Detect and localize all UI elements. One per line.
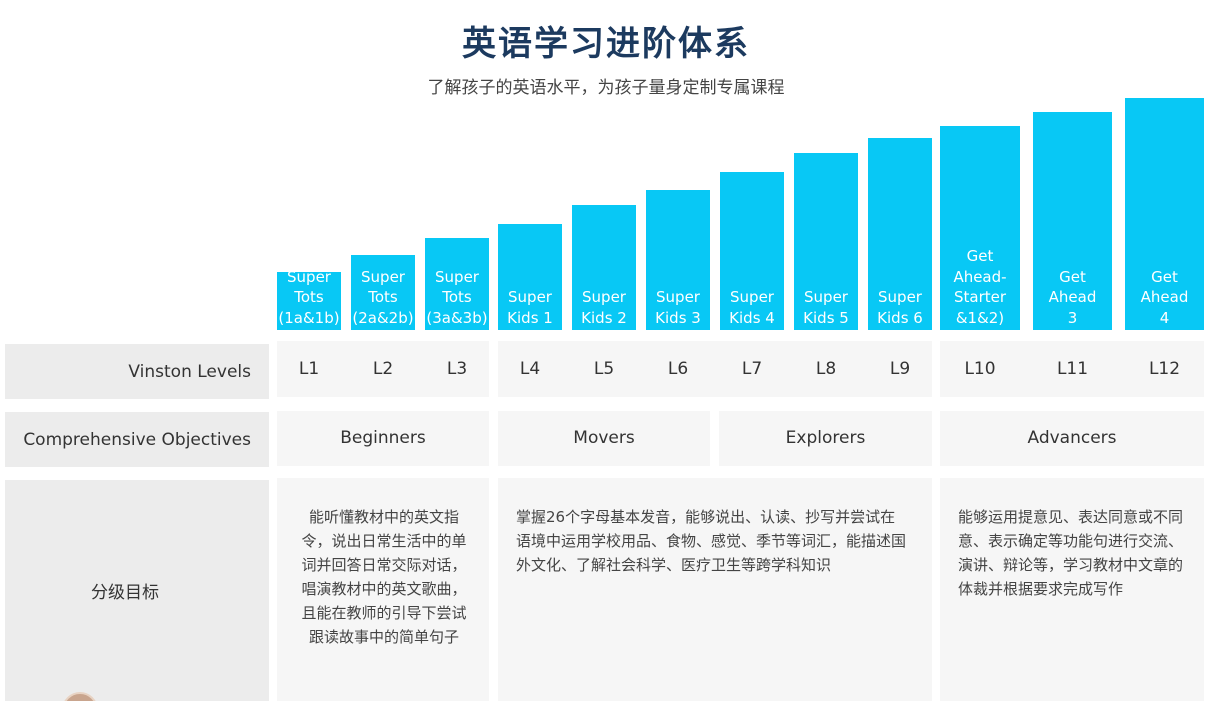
course-bar-label: Get Ahead 4: [1140, 267, 1189, 327]
course-bar-label: Get Ahead 3: [1048, 267, 1097, 327]
page-title: 英语学习进阶体系: [462, 24, 750, 64]
goal-cell-advancers: [940, 478, 1204, 701]
level-cell: L9: [889, 359, 911, 379]
course-bar-5[interactable]: Super Kids 2: [572, 205, 636, 330]
level-cell: L3: [446, 359, 468, 379]
objectives-row-label-text: Comprehensive Objectives: [23, 430, 251, 450]
levels-row-label-text: Vinston Levels: [128, 362, 251, 382]
goal-text-middle: 掌握26个字母基本发音，能够说出、认读、抄写并尝试在语境中运用学校用品、食物、感…: [516, 508, 907, 574]
goal-cell-middle: [498, 478, 932, 701]
course-bar-9[interactable]: Super Kids 6: [868, 138, 932, 330]
levels-group-advancers: [940, 341, 1204, 397]
course-bar-label: Get Ahead- Starter &1&2): [953, 247, 1007, 327]
course-bar-12[interactable]: Get Ahead 4: [1125, 98, 1204, 330]
goal-text-beginners: 能听懂教材中的英文指令，说出日常生活中的单词并回答日常交际对话，唱演教材中的英文…: [301, 508, 467, 646]
course-bar-2[interactable]: Super Tots (2a&2b): [351, 255, 415, 330]
level-cell: L7: [741, 359, 763, 379]
level-cell: L11: [1056, 359, 1089, 379]
objective-cell-explorers: [719, 411, 932, 466]
level-cell: L8: [815, 359, 837, 379]
level-cell: L4: [519, 359, 541, 379]
course-bar-3[interactable]: Super Tots (3a&3b): [425, 238, 489, 330]
course-bar-7[interactable]: Super Kids 4: [720, 172, 784, 330]
course-bar-label: Super Kids 1: [507, 288, 553, 327]
goal-cell-beginners: [277, 478, 489, 701]
course-bar-8[interactable]: Super Kids 5: [794, 153, 858, 330]
level-cell: L10: [964, 359, 996, 379]
goals-row-label: 分级目标: [5, 480, 269, 701]
objective-cell-advancers: [940, 411, 1204, 466]
level-cell: L6: [667, 359, 689, 379]
levels-group-beginners: [277, 341, 489, 397]
objective-cell-movers: [498, 411, 710, 466]
course-bar-11[interactable]: Get Ahead 3: [1033, 112, 1112, 330]
level-cell: L2: [372, 359, 394, 379]
course-bar-label: Super Kids 5: [803, 288, 849, 327]
objective-movers: Movers: [573, 428, 635, 448]
course-bar-label: Super Tots (2a&2b): [352, 267, 414, 327]
course-bar-1[interactable]: Super Tots (1a&1b): [277, 268, 341, 330]
objectives-row-label: Comprehensive Objectives: [5, 412, 269, 467]
objective-explorers: Explorers: [785, 428, 866, 448]
course-bar-label: Super Kids 3: [655, 288, 701, 327]
level-cell: L5: [593, 359, 615, 379]
level-cell: L1: [298, 359, 320, 379]
goal-text-advancers: 能够运用提意见、表达同意或不同意、表示确定等功能句进行交流、演讲、辩论等，学习教…: [958, 508, 1184, 598]
levels-row-label: Vinston Levels: [5, 344, 269, 399]
objective-beginners: Beginners: [340, 428, 426, 448]
course-bar-label: Super Kids 2: [581, 288, 627, 327]
course-bar-6[interactable]: Super Kids 3: [646, 190, 710, 330]
page-subtitle: 了解孩子的英语水平，为孩子量身定制专属课程: [427, 78, 785, 98]
course-bar-label: Super Tots (3a&3b): [426, 267, 488, 327]
level-cell: L12: [1148, 359, 1181, 379]
course-bar-4[interactable]: Super Kids 1: [498, 224, 562, 330]
objective-advancers: Advancers: [1027, 428, 1117, 448]
course-bar-label: Super Tots (1a&1b): [278, 267, 340, 327]
levels-group-middle: [498, 341, 932, 397]
course-bar-10[interactable]: Get Ahead- Starter &1&2): [940, 126, 1020, 330]
objective-cell-beginners: [277, 411, 489, 466]
goals-row-label-text: 分级目标: [91, 583, 159, 603]
course-bar-label: Super Kids 4: [729, 288, 775, 327]
course-bar-label: Super Kids 6: [877, 288, 923, 327]
